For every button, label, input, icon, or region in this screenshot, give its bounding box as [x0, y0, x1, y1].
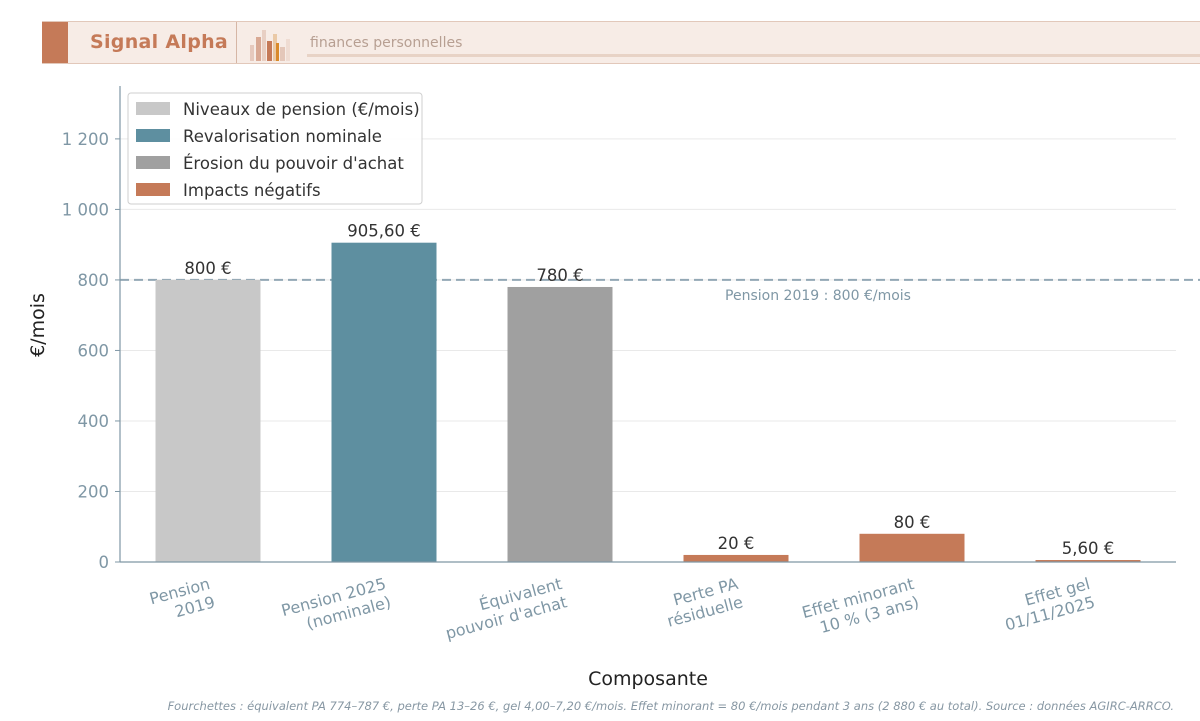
bar-value-label: 800 €	[184, 259, 231, 278]
legend-entry-label: Impacts négatifs	[183, 181, 321, 200]
legend-swatch	[136, 102, 170, 115]
y-tick-label: 200	[78, 482, 110, 501]
bar	[331, 242, 437, 563]
legend-swatch	[136, 183, 170, 196]
y-tick-label: 800	[78, 271, 110, 290]
brand-divider	[236, 22, 237, 63]
tagline-rule	[307, 54, 1200, 57]
y-tick-label: 600	[78, 341, 110, 360]
y-tick-label: 1 200	[62, 130, 109, 149]
bars	[155, 242, 1141, 563]
brand-swatch	[42, 22, 68, 63]
brand-name: Signal Alpha	[90, 31, 229, 53]
y-tick-label: 0	[99, 553, 110, 572]
legend-swatch	[136, 129, 170, 142]
value-labels: 800 € 905,60 € 780 € 20 € 80 € 5,60 €	[184, 222, 1114, 558]
bar-chart-logo-icon	[250, 30, 290, 61]
legend-swatch	[136, 156, 170, 169]
bar-chart: Pension 2019 : 800 €/mois 800 € 905,60 € 7…	[27, 86, 1200, 690]
bar	[1035, 560, 1141, 562]
bar-value-label: 20 €	[718, 534, 755, 553]
bar	[859, 533, 965, 562]
legend-entry-label: Érosion du pouvoir d'achat	[183, 154, 404, 173]
reference-line-label: Pension 2019 : 800 €/mois	[725, 288, 911, 304]
reference-line-group: Pension 2019 : 800 €/mois	[120, 278, 1200, 304]
header-banner: Signal Alpha finances personnelles	[42, 21, 1200, 64]
y-tick-label: 400	[78, 412, 110, 431]
y-tick-label: 1 000	[62, 200, 109, 219]
legend-entry-label: Niveaux de pension (€/mois)	[183, 100, 420, 119]
bar-value-label: 780 €	[536, 266, 583, 285]
bar-value-label: 5,60 €	[1062, 539, 1114, 558]
legend: Niveaux de pension (€/mois) Revalorisatio…	[127, 92, 423, 205]
bar-value-label: 80 €	[894, 513, 931, 532]
legend-box	[127, 92, 423, 205]
y-axis-title: €/mois	[27, 293, 49, 357]
x-tick-label: Pension 2025(nominale)	[279, 574, 393, 633]
tagline: finances personnelles	[310, 35, 463, 51]
x-axis-title: Composante	[588, 668, 708, 690]
footnote: Fourchettes : équivalent PA 774–787 €, p…	[167, 699, 1174, 713]
bar	[507, 286, 613, 562]
legend-entry-label: Revalorisation nominale	[183, 127, 382, 146]
bar-value-label: 905,60 €	[347, 222, 420, 241]
bar	[155, 279, 261, 562]
bar	[683, 554, 789, 562]
